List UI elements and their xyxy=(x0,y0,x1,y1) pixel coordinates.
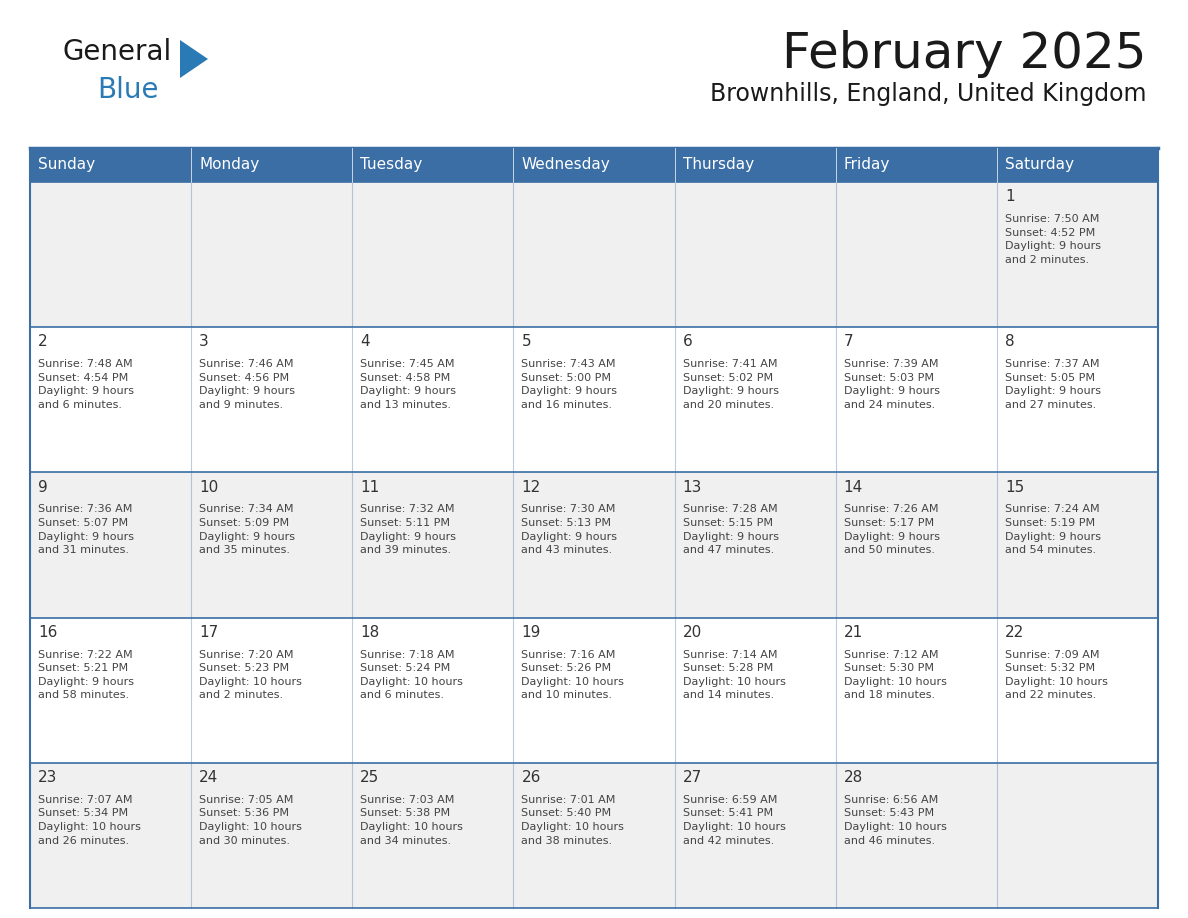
Text: 26: 26 xyxy=(522,770,541,785)
Bar xyxy=(30,763,1158,908)
Text: 6: 6 xyxy=(683,334,693,350)
Text: 10: 10 xyxy=(200,480,219,495)
Text: Sunrise: 7:34 AM
Sunset: 5:09 PM
Daylight: 9 hours
and 35 minutes.: Sunrise: 7:34 AM Sunset: 5:09 PM Dayligh… xyxy=(200,504,295,555)
Text: Sunrise: 7:50 AM
Sunset: 4:52 PM
Daylight: 9 hours
and 2 minutes.: Sunrise: 7:50 AM Sunset: 4:52 PM Dayligh… xyxy=(1005,214,1101,264)
Text: 4: 4 xyxy=(360,334,369,350)
Text: 14: 14 xyxy=(843,480,862,495)
Text: Sunrise: 7:26 AM
Sunset: 5:17 PM
Daylight: 9 hours
and 50 minutes.: Sunrise: 7:26 AM Sunset: 5:17 PM Dayligh… xyxy=(843,504,940,555)
Text: 22: 22 xyxy=(1005,625,1024,640)
Text: Sunrise: 7:39 AM
Sunset: 5:03 PM
Daylight: 9 hours
and 24 minutes.: Sunrise: 7:39 AM Sunset: 5:03 PM Dayligh… xyxy=(843,359,940,410)
Text: Sunrise: 7:07 AM
Sunset: 5:34 PM
Daylight: 10 hours
and 26 minutes.: Sunrise: 7:07 AM Sunset: 5:34 PM Dayligh… xyxy=(38,795,141,845)
Text: 1: 1 xyxy=(1005,189,1015,205)
Text: 15: 15 xyxy=(1005,480,1024,495)
Text: Monday: Monday xyxy=(200,158,259,173)
Text: 5: 5 xyxy=(522,334,531,350)
Text: 17: 17 xyxy=(200,625,219,640)
Text: Wednesday: Wednesday xyxy=(522,158,611,173)
Text: Sunrise: 7:16 AM
Sunset: 5:26 PM
Daylight: 10 hours
and 10 minutes.: Sunrise: 7:16 AM Sunset: 5:26 PM Dayligh… xyxy=(522,650,625,700)
Bar xyxy=(30,618,1158,763)
Text: 24: 24 xyxy=(200,770,219,785)
Text: 18: 18 xyxy=(360,625,380,640)
Text: Brownhills, England, United Kingdom: Brownhills, England, United Kingdom xyxy=(709,82,1146,106)
Text: 23: 23 xyxy=(38,770,57,785)
Polygon shape xyxy=(181,40,208,78)
Text: Sunrise: 7:14 AM
Sunset: 5:28 PM
Daylight: 10 hours
and 14 minutes.: Sunrise: 7:14 AM Sunset: 5:28 PM Dayligh… xyxy=(683,650,785,700)
Text: 25: 25 xyxy=(360,770,380,785)
Text: Sunrise: 7:48 AM
Sunset: 4:54 PM
Daylight: 9 hours
and 6 minutes.: Sunrise: 7:48 AM Sunset: 4:54 PM Dayligh… xyxy=(38,359,134,410)
Text: 9: 9 xyxy=(38,480,48,495)
Text: General: General xyxy=(62,38,171,66)
Bar xyxy=(30,148,1158,182)
Text: Sunrise: 7:32 AM
Sunset: 5:11 PM
Daylight: 9 hours
and 39 minutes.: Sunrise: 7:32 AM Sunset: 5:11 PM Dayligh… xyxy=(360,504,456,555)
Text: Sunrise: 7:20 AM
Sunset: 5:23 PM
Daylight: 10 hours
and 2 minutes.: Sunrise: 7:20 AM Sunset: 5:23 PM Dayligh… xyxy=(200,650,302,700)
Text: Sunrise: 7:41 AM
Sunset: 5:02 PM
Daylight: 9 hours
and 20 minutes.: Sunrise: 7:41 AM Sunset: 5:02 PM Dayligh… xyxy=(683,359,778,410)
Bar xyxy=(30,182,1158,327)
Text: Blue: Blue xyxy=(97,76,158,104)
Bar xyxy=(30,327,1158,473)
Text: Sunrise: 6:59 AM
Sunset: 5:41 PM
Daylight: 10 hours
and 42 minutes.: Sunrise: 6:59 AM Sunset: 5:41 PM Dayligh… xyxy=(683,795,785,845)
Text: Sunrise: 7:12 AM
Sunset: 5:30 PM
Daylight: 10 hours
and 18 minutes.: Sunrise: 7:12 AM Sunset: 5:30 PM Dayligh… xyxy=(843,650,947,700)
Text: February 2025: February 2025 xyxy=(782,30,1146,78)
Text: Sunrise: 7:43 AM
Sunset: 5:00 PM
Daylight: 9 hours
and 16 minutes.: Sunrise: 7:43 AM Sunset: 5:00 PM Dayligh… xyxy=(522,359,618,410)
Text: 19: 19 xyxy=(522,625,541,640)
Text: 13: 13 xyxy=(683,480,702,495)
Text: 16: 16 xyxy=(38,625,57,640)
Text: Sunrise: 7:05 AM
Sunset: 5:36 PM
Daylight: 10 hours
and 30 minutes.: Sunrise: 7:05 AM Sunset: 5:36 PM Dayligh… xyxy=(200,795,302,845)
Text: 27: 27 xyxy=(683,770,702,785)
Text: 12: 12 xyxy=(522,480,541,495)
Text: 2: 2 xyxy=(38,334,48,350)
Bar xyxy=(30,473,1158,618)
Text: 3: 3 xyxy=(200,334,209,350)
Text: Sunrise: 7:46 AM
Sunset: 4:56 PM
Daylight: 9 hours
and 9 minutes.: Sunrise: 7:46 AM Sunset: 4:56 PM Dayligh… xyxy=(200,359,295,410)
Text: Thursday: Thursday xyxy=(683,158,753,173)
Text: Sunrise: 7:28 AM
Sunset: 5:15 PM
Daylight: 9 hours
and 47 minutes.: Sunrise: 7:28 AM Sunset: 5:15 PM Dayligh… xyxy=(683,504,778,555)
Text: Sunrise: 7:09 AM
Sunset: 5:32 PM
Daylight: 10 hours
and 22 minutes.: Sunrise: 7:09 AM Sunset: 5:32 PM Dayligh… xyxy=(1005,650,1107,700)
Text: Sunrise: 7:22 AM
Sunset: 5:21 PM
Daylight: 9 hours
and 58 minutes.: Sunrise: 7:22 AM Sunset: 5:21 PM Dayligh… xyxy=(38,650,134,700)
Text: Saturday: Saturday xyxy=(1005,158,1074,173)
Text: 11: 11 xyxy=(360,480,380,495)
Text: 8: 8 xyxy=(1005,334,1015,350)
Text: 28: 28 xyxy=(843,770,862,785)
Text: Sunrise: 6:56 AM
Sunset: 5:43 PM
Daylight: 10 hours
and 46 minutes.: Sunrise: 6:56 AM Sunset: 5:43 PM Dayligh… xyxy=(843,795,947,845)
Text: Sunrise: 7:36 AM
Sunset: 5:07 PM
Daylight: 9 hours
and 31 minutes.: Sunrise: 7:36 AM Sunset: 5:07 PM Dayligh… xyxy=(38,504,134,555)
Text: Sunrise: 7:03 AM
Sunset: 5:38 PM
Daylight: 10 hours
and 34 minutes.: Sunrise: 7:03 AM Sunset: 5:38 PM Dayligh… xyxy=(360,795,463,845)
Text: Sunrise: 7:18 AM
Sunset: 5:24 PM
Daylight: 10 hours
and 6 minutes.: Sunrise: 7:18 AM Sunset: 5:24 PM Dayligh… xyxy=(360,650,463,700)
Text: Friday: Friday xyxy=(843,158,890,173)
Text: Tuesday: Tuesday xyxy=(360,158,423,173)
Text: Sunrise: 7:01 AM
Sunset: 5:40 PM
Daylight: 10 hours
and 38 minutes.: Sunrise: 7:01 AM Sunset: 5:40 PM Dayligh… xyxy=(522,795,625,845)
Text: Sunrise: 7:45 AM
Sunset: 4:58 PM
Daylight: 9 hours
and 13 minutes.: Sunrise: 7:45 AM Sunset: 4:58 PM Dayligh… xyxy=(360,359,456,410)
Text: Sunrise: 7:37 AM
Sunset: 5:05 PM
Daylight: 9 hours
and 27 minutes.: Sunrise: 7:37 AM Sunset: 5:05 PM Dayligh… xyxy=(1005,359,1101,410)
Text: Sunrise: 7:24 AM
Sunset: 5:19 PM
Daylight: 9 hours
and 54 minutes.: Sunrise: 7:24 AM Sunset: 5:19 PM Dayligh… xyxy=(1005,504,1101,555)
Text: 20: 20 xyxy=(683,625,702,640)
Text: Sunday: Sunday xyxy=(38,158,95,173)
Text: 7: 7 xyxy=(843,334,853,350)
Text: 21: 21 xyxy=(843,625,862,640)
Text: Sunrise: 7:30 AM
Sunset: 5:13 PM
Daylight: 9 hours
and 43 minutes.: Sunrise: 7:30 AM Sunset: 5:13 PM Dayligh… xyxy=(522,504,618,555)
